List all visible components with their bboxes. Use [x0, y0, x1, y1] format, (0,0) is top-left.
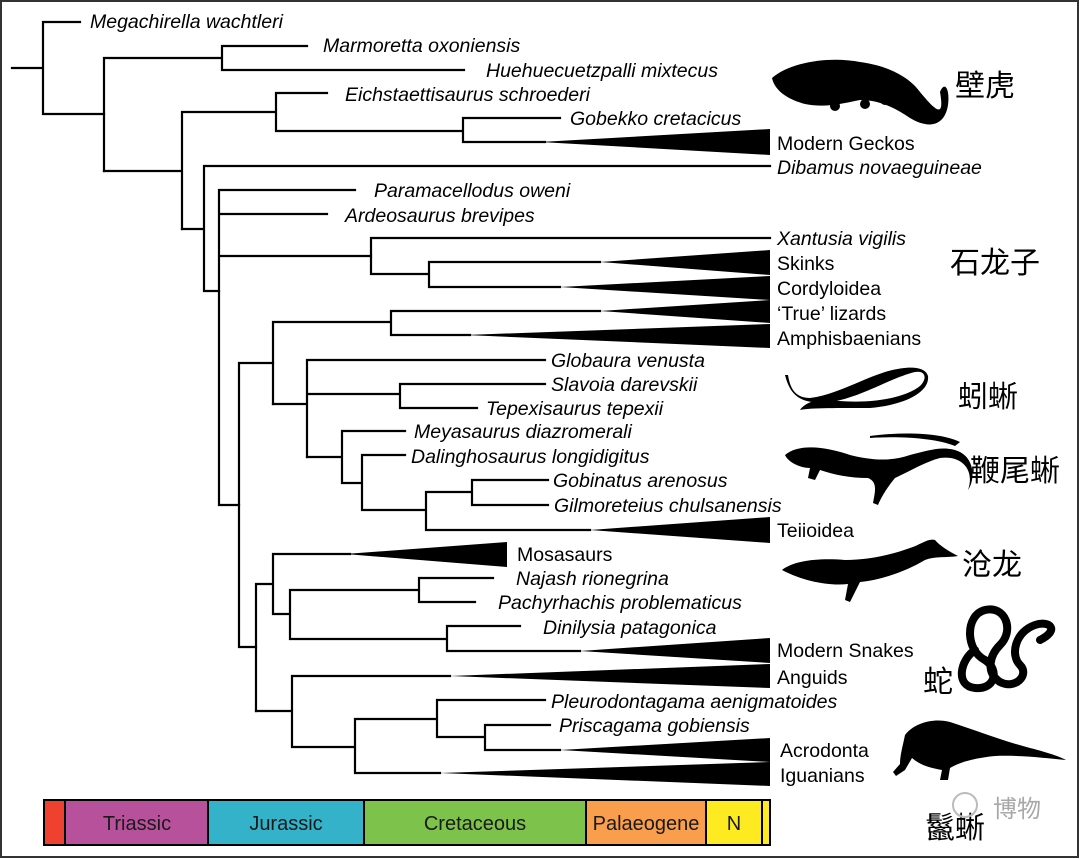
watermark-text: 博物 [993, 795, 1041, 823]
iguana-silhouette [893, 720, 1066, 780]
chinese-label-amphisbaenian: 蚓蜥 [958, 380, 1018, 415]
clade-label: Mosasaurs [517, 544, 613, 566]
chinese-label-whiptail: 鞭尾蜥 [970, 454, 1060, 489]
triangle-modern-snakes [580, 638, 770, 663]
tip-label: Dinilysia patagonica [543, 617, 717, 639]
tip-label: Pleurodontagama aenigmatoides [551, 691, 837, 713]
clade-label: ‘True’ lizards [777, 303, 886, 325]
triangle-mosasaurs [345, 542, 507, 567]
triangle-modern-geckos [540, 129, 770, 155]
clade-label: Anguids [777, 667, 848, 689]
snake-silhouette [957, 605, 1056, 693]
clade-label: Modern Geckos [777, 133, 915, 155]
triangle-teiioidea [590, 517, 770, 543]
tip-label: Huehuecuetzpalli mixtecus [486, 60, 718, 82]
chinese-label-mosasaur: 沧龙 [962, 548, 1022, 583]
mosasaur-silhouette [782, 539, 958, 602]
tip-label: Najash rionegrina [516, 568, 669, 590]
clade-label: Modern Snakes [777, 640, 914, 662]
wechat-icon [952, 792, 978, 818]
triangle-amphisbaenians [465, 324, 770, 348]
clade-label: Cordyloidea [777, 278, 881, 300]
chinese-label-snake: 蛇 [923, 665, 953, 700]
clade-label: Iguanians [780, 765, 865, 787]
tip-label: Gilmoreteius chulsanensis [554, 495, 782, 517]
geologic-timescale [43, 799, 771, 846]
triangle-cordyloidea [560, 276, 770, 300]
tip-label: Marmoretta oxoniensis [323, 35, 520, 57]
chinese-label-iguana: 鬣蜥 [925, 811, 985, 846]
clade-label: Amphisbaenians [777, 328, 921, 350]
tree-branches [10, 20, 772, 775]
clade-triangles [345, 129, 770, 786]
silhouettes [772, 59, 1066, 780]
amphisbaenian-silhouette [785, 367, 929, 410]
tip-label: Ardeosaurus brevipes [344, 205, 535, 227]
tip-label: Priscagama gobiensis [559, 715, 750, 737]
watermark: 博物 [952, 792, 1041, 823]
clade-labels: Modern Geckos Skinks Cordyloidea ‘True’ … [517, 133, 921, 787]
period-triassic [64, 799, 209, 846]
clade-label: Acrodonta [780, 740, 869, 762]
tip-label: Dibamus novaeguineae [777, 157, 982, 179]
tip-label: Pachyrhachis problematicus [498, 592, 742, 614]
tip-label: Globaura venusta [551, 350, 705, 372]
triangle-anguids [450, 664, 770, 688]
tip-label: Megachirella wachtleri [90, 11, 284, 33]
species-labels: Megachirella wachtleri Marmoretta oxonie… [90, 11, 982, 737]
period-label: Triassic [103, 813, 171, 835]
triangle-true-lizards [600, 300, 770, 323]
tip-label: Gobekko cretacicus [570, 108, 741, 130]
whiptail-silhouette [785, 433, 973, 505]
period-quaternary [761, 799, 771, 846]
tip-label: Dalinghosaurus longidigitus [411, 446, 650, 468]
period-label: Palaeogene [593, 813, 700, 835]
tip-label: Gobinatus arenosus [553, 470, 728, 492]
triangle-acrodonta [560, 738, 770, 762]
triangle-skinks [600, 250, 770, 275]
tip-label: Xantusia vigilis [776, 228, 906, 250]
chinese-labels: 壁虎 石龙子 蚓蜥 鞭尾蜥 沧龙 蛇 鬣蜥 [923, 69, 1060, 846]
tip-label: Meyasaurus diazromerali [414, 421, 633, 443]
timescale-labels: Triassic Jurassic Cretaceous Palaeogene … [103, 813, 741, 835]
period-label: N [727, 813, 741, 835]
chinese-label-gecko: 壁虎 [955, 69, 1015, 104]
period-label: Jurassic [249, 813, 322, 835]
triangle-iguanians [440, 762, 770, 786]
clade-label: Teiioidea [777, 520, 854, 542]
clade-label: Skinks [777, 253, 835, 275]
tip-label: Paramacellodus oweni [374, 180, 571, 202]
period-cretaceous [363, 799, 587, 846]
period-permian [43, 799, 66, 846]
tip-label: Tepexisaurus tepexii [486, 398, 664, 420]
chinese-label-skink: 石龙子 [950, 246, 1040, 281]
tip-label: Eichstaettisaurus schroederi [345, 84, 591, 106]
tip-label: Slavoia darevskii [551, 374, 698, 396]
gecko-silhouette [772, 59, 949, 125]
period-label: Cretaceous [424, 813, 526, 835]
